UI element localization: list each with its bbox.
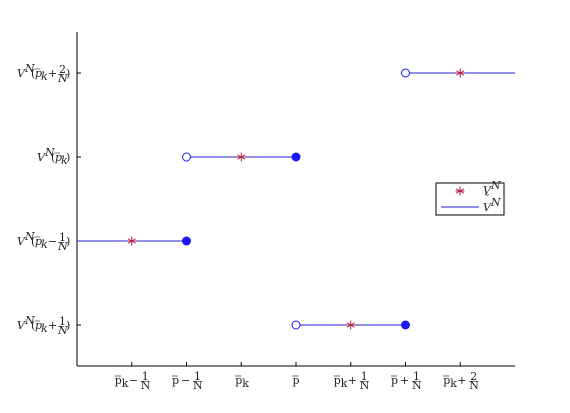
svg-text:+: + [48, 67, 57, 80]
svg-text:N: N [141, 379, 151, 392]
svg-text:p: p [443, 374, 450, 387]
svg-text:(: ( [31, 319, 35, 332]
open-circle-1 [182, 152, 191, 162]
svg-text:): ) [66, 235, 70, 248]
svg-text:k: k [242, 377, 249, 390]
svg-text:k: k [41, 238, 48, 251]
svg-text:+: + [400, 374, 409, 387]
svg-text:p: p [391, 374, 398, 387]
legend-sup-vn: N [490, 179, 501, 192]
svg-text:V: V [37, 151, 46, 164]
svg-text:): ) [66, 151, 70, 164]
svg-text:−: − [48, 235, 57, 248]
y-tick-labels: V N(pk +2N)V N(pk)V N(pk −1N)V N(pk +1N) [17, 62, 70, 337]
vn-point-0 [127, 236, 137, 246]
svg-text:k: k [122, 377, 129, 390]
svg-text:N: N [57, 324, 68, 337]
x-tick-label-1: p −1N [172, 370, 203, 392]
open-circle-3 [401, 68, 410, 78]
x-tick-label-6: p k +2N [443, 370, 479, 392]
svg-text:p: p [115, 374, 122, 387]
svg-text:+: + [457, 374, 466, 387]
svg-text:): ) [66, 67, 70, 80]
y-tick-label-2: V N(pk −1N) [17, 230, 70, 253]
svg-text:k: k [450, 377, 457, 390]
x-tick-labels: p k −1N p −1N p k p p k +1N p +1N p k +2N [114, 370, 479, 392]
svg-text:p: p [235, 374, 242, 387]
svg-text:p: p [293, 374, 300, 387]
vn-point-1 [236, 152, 246, 162]
svg-text:(: ( [31, 235, 35, 248]
svg-text:N: N [469, 379, 479, 392]
legend-label-vn: V [483, 184, 492, 197]
svg-text:k: k [41, 70, 48, 83]
svg-text:1: 1 [59, 315, 66, 328]
svg-text:N: N [57, 240, 68, 253]
svg-text:−: − [129, 374, 138, 387]
svg-text:N: N [57, 72, 68, 85]
svg-text:1: 1 [361, 370, 368, 383]
svg-text:1: 1 [142, 370, 149, 383]
svg-text:p: p [35, 67, 42, 80]
svg-text:k: k [41, 322, 48, 335]
svg-text:N: N [24, 314, 35, 327]
closed-dot-2 [401, 320, 410, 330]
closed-dot-1 [291, 152, 301, 162]
y-tick-label-1: V N(pk) [37, 146, 70, 167]
legend: V N˜V N [435, 179, 505, 216]
x-tick-label-4: p k +1N [333, 370, 370, 392]
svg-text:N: N [193, 379, 203, 392]
svg-text:N: N [24, 62, 35, 75]
y-tick-label-0: V N(pk +2N) [17, 62, 70, 85]
svg-text:): ) [66, 319, 70, 332]
svg-text:+: + [348, 374, 357, 387]
legend-marker-vn [455, 186, 465, 196]
svg-text:1: 1 [194, 370, 201, 383]
svg-text:p: p [55, 151, 62, 164]
svg-text:(: ( [31, 67, 35, 80]
x-tick-label-0: p k −1N [114, 370, 151, 392]
svg-text:N: N [44, 146, 55, 159]
svg-text:k: k [341, 377, 348, 390]
vn-point-3 [455, 68, 465, 78]
svg-text:2: 2 [470, 370, 477, 383]
svg-text:N: N [412, 379, 422, 392]
svg-text:p: p [35, 235, 42, 248]
svg-text:N: N [24, 230, 35, 243]
svg-text:k: k [61, 154, 68, 167]
open-circle-2 [291, 320, 301, 330]
svg-text:p: p [334, 374, 341, 387]
svg-text:1: 1 [59, 231, 66, 244]
legend-sup-vtilde: N [490, 196, 501, 209]
x-tick-label-5: p +1N [391, 370, 422, 392]
svg-text:−: − [181, 374, 190, 387]
x-tick-label-3: p [292, 374, 300, 387]
closed-dot-0 [182, 236, 191, 246]
svg-text:V: V [17, 67, 26, 80]
series-layer [77, 68, 515, 330]
svg-text:p: p [172, 374, 179, 387]
svg-text:(: ( [51, 151, 55, 164]
svg-text:V: V [17, 235, 26, 248]
vn-point-2 [346, 320, 356, 330]
y-tick-label-3: V N(pk +1N) [17, 314, 70, 337]
legend-box [435, 182, 505, 216]
svg-text:+: + [48, 319, 57, 332]
legend-tilde: ˜ [484, 193, 490, 206]
svg-text:p: p [35, 319, 42, 332]
svg-text:N: N [360, 379, 370, 392]
svg-text:V: V [17, 319, 26, 332]
svg-text:2: 2 [59, 63, 66, 76]
svg-text:1: 1 [413, 370, 420, 383]
legend-label-vtilde: V [483, 201, 492, 214]
